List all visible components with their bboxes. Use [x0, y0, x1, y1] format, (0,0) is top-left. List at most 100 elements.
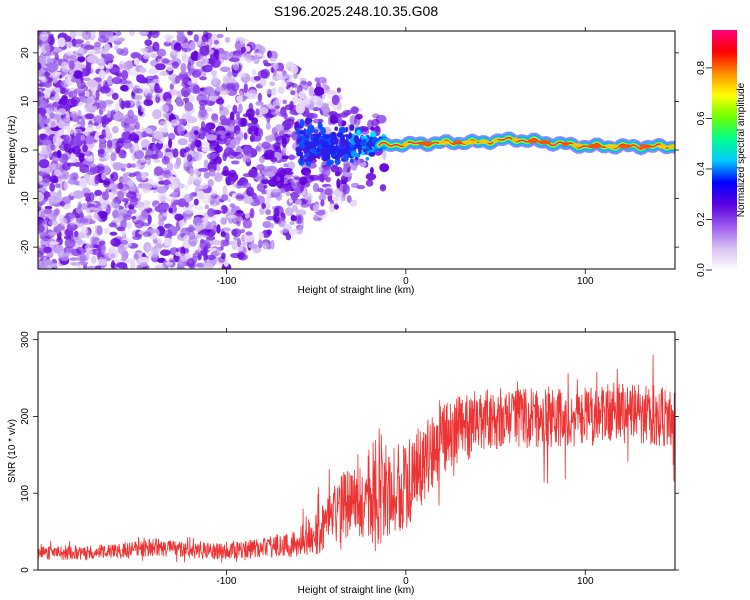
spectrogram-blob	[141, 173, 147, 181]
spectrogram-blob	[105, 70, 111, 75]
spectrogram-blob	[86, 214, 92, 219]
spectrogram-blob	[233, 236, 239, 241]
spectrogram-blob	[228, 124, 235, 132]
spectrogram-blob	[204, 204, 210, 210]
spectrogram-blob	[327, 90, 337, 95]
spectrogram-blob	[200, 141, 210, 147]
spectrogram-blob	[258, 231, 264, 240]
spectrogram-blob	[128, 133, 140, 142]
spectrogram-blob	[117, 190, 124, 202]
spectrogram-blob	[232, 228, 242, 238]
spectrogram-blob	[63, 180, 70, 191]
spectrogram-blob	[54, 53, 59, 60]
spectrogram-blob	[65, 213, 76, 219]
spectrogram-blob	[276, 167, 287, 178]
spectrogram-blob	[145, 244, 150, 254]
spectrogram-blob	[214, 194, 222, 206]
spectrogram-blob	[79, 164, 90, 173]
spectrogram-blob	[290, 64, 299, 75]
spectrogram-blob	[233, 64, 239, 71]
spectrogram-blob	[350, 106, 359, 115]
snr-y-label: SNR (10 * v/v)	[7, 419, 18, 483]
spectrogram-blob	[283, 163, 289, 168]
spectrogram-blob	[69, 31, 77, 40]
spectrogram-blob	[188, 174, 195, 184]
spectrogram-blob	[71, 146, 81, 155]
spectrogram-blob	[187, 116, 198, 124]
spectrogram-blob	[77, 55, 86, 63]
spectrogram-blob	[275, 192, 283, 201]
spectrogram-blob	[221, 252, 226, 260]
spectrogram-blob	[147, 82, 157, 88]
spectrogram-blob	[110, 67, 120, 73]
spectrogram-ridge-bead	[453, 140, 463, 145]
spectrogram-blob	[68, 90, 78, 99]
spectrogram-blob	[180, 62, 187, 73]
spectrogram-blob	[223, 147, 234, 156]
spectrogram-blob	[100, 244, 107, 255]
spectrogram-blob	[90, 67, 96, 75]
spectrogram-blob	[183, 234, 190, 244]
spectrogram-blob	[304, 193, 313, 200]
spectrogram-blob	[63, 89, 69, 96]
spectrogram-blob	[141, 132, 146, 138]
spectrogram-blob	[150, 248, 161, 254]
spectrogram-blob	[70, 261, 81, 267]
spectrogram-blob	[60, 94, 68, 106]
spectrogram-blob	[52, 135, 59, 145]
spectrogram-blob	[270, 108, 280, 116]
spectrogram-blob	[94, 189, 103, 196]
spectrogram-blob	[161, 58, 170, 64]
spectrogram-blob	[139, 262, 148, 267]
spectrogram-blob	[171, 61, 179, 69]
spectrogram-blob	[103, 227, 111, 234]
spectrogram-blob	[290, 96, 302, 104]
spectrogram-blob	[69, 224, 79, 230]
spectrogram-blob	[79, 177, 88, 188]
spectrogram-blob	[200, 59, 207, 65]
spectrogram-blob	[198, 99, 208, 106]
spectrogram-blob	[328, 203, 336, 213]
spectrogram-blob	[326, 159, 332, 167]
spectrogram-blob	[39, 232, 47, 237]
snr-x-label: Height of straight line (km)	[298, 585, 415, 596]
spectrogram-blob	[129, 163, 138, 168]
spectrogram-blob	[52, 77, 57, 84]
spectrogram-blob	[186, 121, 191, 129]
spectrogram-blob	[243, 132, 248, 140]
spectrogram-x-label: Height of straight line (km)	[298, 285, 415, 296]
spectrogram-blob	[227, 214, 238, 219]
spectrogram-blob	[77, 201, 82, 209]
spectrogram-ridge-bead	[561, 142, 570, 147]
spectrogram-blob	[302, 96, 311, 106]
spectrogram-blob	[180, 73, 189, 82]
spectrogram-blob	[188, 224, 195, 232]
spectrogram-blob	[79, 253, 87, 263]
spectrogram-blob	[139, 67, 147, 73]
spectrogram-blob	[53, 225, 62, 234]
spectrogram-blob	[65, 41, 73, 48]
spectrogram-blob	[112, 209, 119, 219]
spectrogram-blob	[341, 140, 350, 147]
spectrogram-blob	[194, 139, 202, 148]
spectrogram-blob	[258, 46, 266, 54]
spectrogram-ridge-bead	[639, 144, 652, 149]
spectrogram-blob	[89, 192, 95, 203]
spectrogram-blob	[72, 118, 80, 123]
spectrogram-blob	[64, 246, 74, 253]
spectrogram-blob	[85, 90, 90, 98]
spectrogram-blob	[143, 53, 151, 60]
spectrogram-blob	[53, 48, 63, 53]
spectrogram-blob	[179, 253, 186, 260]
spectrogram-blob	[103, 53, 115, 61]
spectrogram-blob	[240, 46, 247, 54]
spectrogram-blob	[45, 149, 53, 158]
spectrogram-blob	[349, 199, 358, 207]
y-tick-label: 300	[20, 331, 31, 348]
spectrogram-blob	[208, 95, 219, 102]
spectrogram-blob	[203, 262, 214, 269]
spectrogram-blob	[321, 167, 331, 177]
spectrogram-blob	[80, 117, 86, 128]
spectrogram-blob	[131, 216, 137, 220]
spectrogram-blob	[154, 243, 163, 249]
